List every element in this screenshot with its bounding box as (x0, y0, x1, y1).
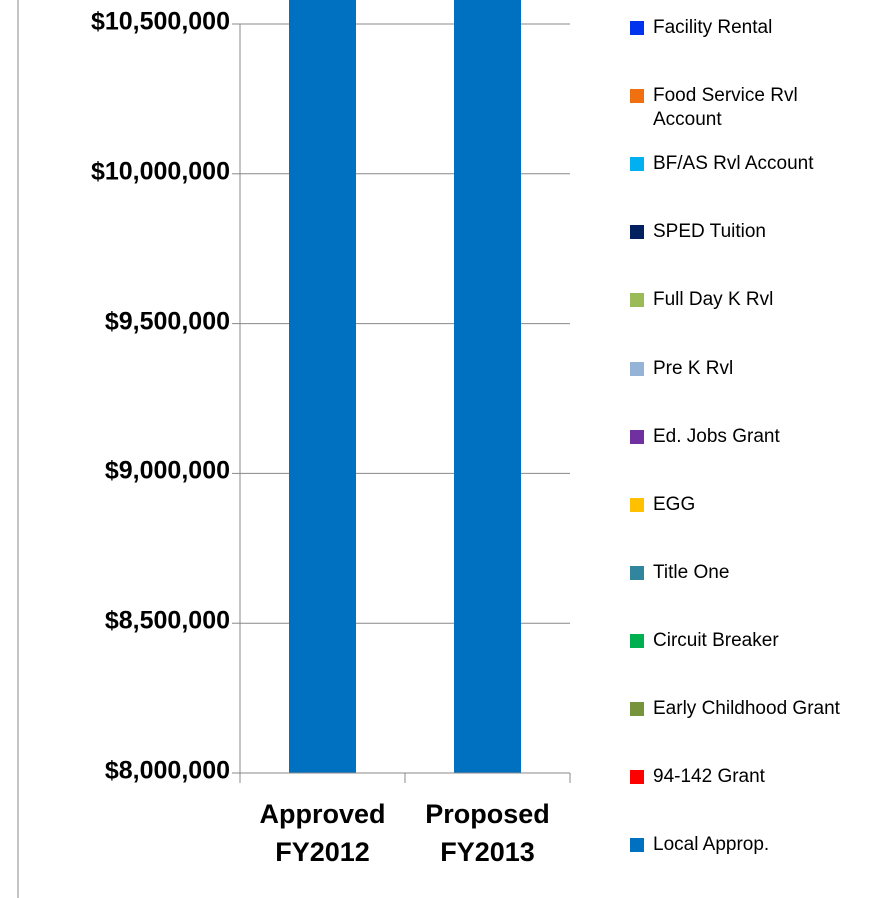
y-tick-label: $8,500,000 (104, 606, 230, 635)
legend-label: Early Childhood Grant (653, 698, 840, 719)
legend-swatch (630, 565, 644, 580)
legend-label: Title One (653, 561, 730, 583)
legend-swatch (630, 429, 644, 444)
y-tick-label: $9,500,000 (104, 307, 230, 336)
legend-label: EGG (653, 493, 696, 515)
legend-label: 94-142 Grant (653, 766, 765, 788)
legend-swatch (630, 157, 644, 172)
x-tick-label: Approved FY2012 (259, 799, 386, 867)
legend-swatch (630, 225, 644, 240)
legend-swatch (630, 361, 644, 376)
y-tick-label: $10,500,000 (90, 7, 230, 36)
y-tick-label: $10,000,000 (90, 157, 230, 186)
legend-label: Ed. Jobs Grant (653, 425, 780, 447)
legend-label: BF/AS Rvl Account (653, 153, 814, 175)
legend-swatch (630, 497, 644, 512)
legend-swatch (630, 89, 644, 104)
legend-swatch (630, 702, 644, 716)
legend-label: Facility Rental (653, 17, 773, 38)
y-tick-label: $8,000,000 (104, 756, 230, 785)
legend-swatch (630, 770, 644, 785)
x-tick-label: Proposed FY2013 (425, 799, 550, 867)
legend-label: SPED Tuition (653, 221, 766, 243)
legend-swatch (630, 633, 644, 648)
legend-swatch (630, 293, 644, 308)
legend-label: Circuit Breaker (653, 629, 779, 651)
legend-swatch (630, 21, 644, 35)
legend-swatch (630, 838, 644, 853)
legend-label: Full Day K Rvl (653, 289, 774, 311)
legend-label: Pre K Rvl (653, 357, 734, 379)
legend-label: Food Service Rvl Account (653, 85, 798, 131)
bar-segment (454, 0, 521, 773)
legend-label: Local Approp. (653, 834, 770, 856)
y-tick-label: $9,000,000 (104, 456, 230, 485)
bar-segment (289, 0, 356, 773)
